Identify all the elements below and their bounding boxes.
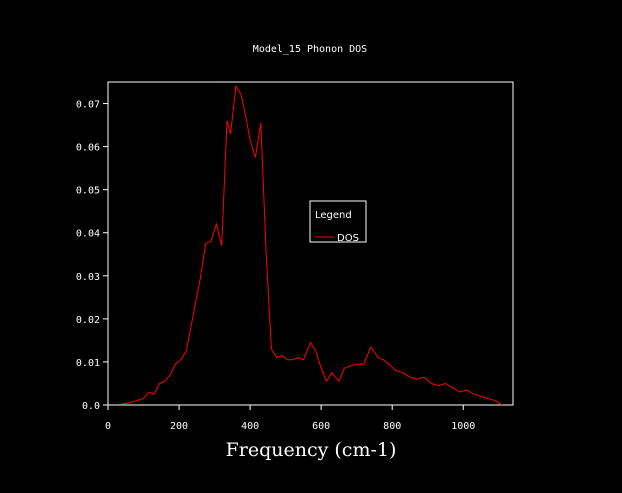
y-tick-label: 0.0 [82,401,100,412]
y-tick-label: 0.07 [76,100,100,111]
x-tick-label: 400 [241,421,259,432]
x-tick-label: 1000 [451,421,475,432]
x-tick-label: 800 [383,421,401,432]
chart-title: Model_15 Phonon DOS [253,44,367,55]
y-tick-label: 0.02 [76,315,100,326]
legend-box [309,200,367,243]
legend-label-dos: DOS [337,233,359,244]
legend-title: Legend [315,210,352,221]
series-line-dos [122,84,503,406]
y-tick-label: 0.06 [76,143,100,154]
x-tick-label: 0 [105,421,111,432]
y-tick-label: 0.01 [76,358,100,369]
x-tick-label: 200 [170,421,188,432]
plot-frame [107,81,514,406]
x-axis-label: Frequency (cm-1) [226,439,397,461]
y-tick-label: 0.03 [76,272,100,283]
y-axis: 0.0 0.01 0.02 0.03 0.04 0.05 0.06 0.07 [76,100,108,412]
y-tick-label: 0.05 [76,186,100,197]
x-tick-label: 600 [312,421,330,432]
x-axis: 0 200 400 600 800 1000 [105,405,475,432]
y-tick-label: 0.04 [76,229,100,240]
legend: Legend DOS [309,200,367,244]
